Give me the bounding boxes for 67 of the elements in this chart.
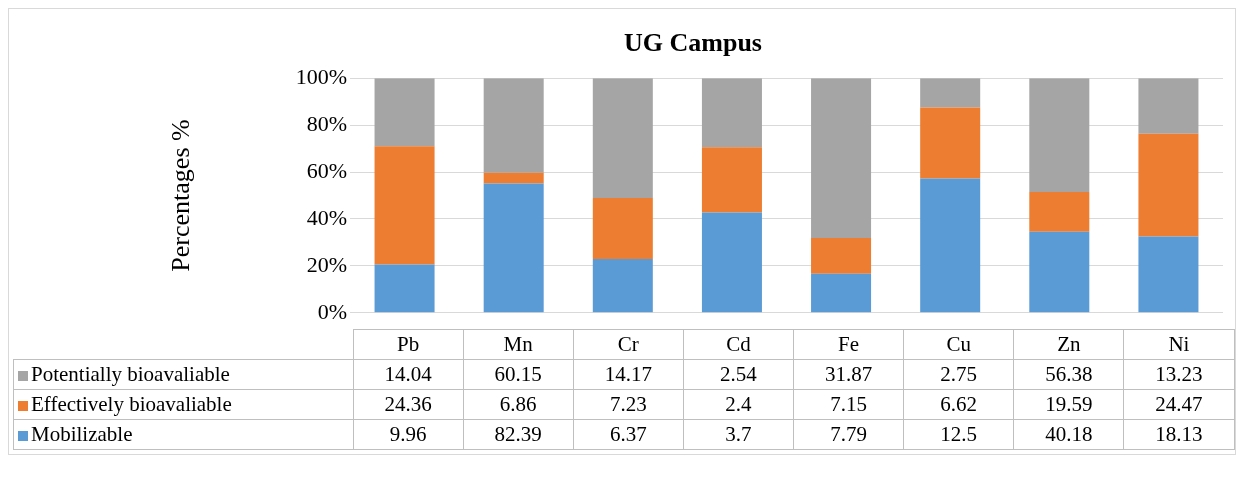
text: 2.54: [683, 359, 794, 390]
x-tick-label: Mn: [463, 329, 574, 360]
text: 3.7: [683, 419, 794, 450]
bar: [1029, 191, 1090, 232]
text: 18.13: [1123, 419, 1234, 450]
bar: [483, 183, 544, 313]
text: 24.36: [353, 389, 464, 420]
bar: [811, 78, 872, 238]
x-tick-label: Zn: [1013, 329, 1124, 360]
text: 56.38: [1013, 359, 1124, 390]
x-tick-label: Cr: [573, 329, 684, 360]
bar: [1029, 231, 1090, 313]
x-tick-label: Pb: [353, 329, 464, 360]
bar: [1138, 78, 1199, 134]
bar: [701, 78, 762, 148]
text: 2.75: [903, 359, 1014, 390]
y-tick-label: 60%: [306, 157, 347, 183]
bar: [483, 172, 544, 184]
text: 2.4: [683, 389, 794, 420]
text: 12.5: [903, 419, 1014, 450]
text: 6.62: [903, 389, 1014, 420]
bar: [483, 78, 544, 173]
text: 13.23: [1123, 359, 1234, 390]
bar: [374, 146, 435, 265]
x-tick-label: Ni: [1123, 329, 1234, 360]
bar: [374, 78, 435, 147]
x-tick-label: Cd: [683, 329, 794, 360]
text: 14.04: [353, 359, 464, 390]
bar: [592, 198, 653, 260]
y-tick-label: 40%: [306, 204, 347, 230]
bar: [374, 264, 435, 313]
text: 19.59: [1013, 389, 1124, 420]
x-tick-label: Cu: [903, 329, 1014, 360]
bar: [1138, 236, 1199, 313]
y-tick-label: 20%: [306, 251, 347, 277]
bar: [701, 212, 762, 313]
legend-label: Mobilizable: [31, 422, 133, 446]
bar: [920, 107, 981, 179]
chart-title: UG Campus: [624, 28, 762, 58]
legend-label: Effectively bioavaliable: [31, 392, 232, 416]
bar: [592, 259, 653, 313]
text: 9.96: [353, 419, 464, 450]
bar: [592, 78, 653, 199]
text: 6.86: [463, 389, 574, 420]
y-axis-title: Percentages %: [166, 119, 196, 272]
bar: [1138, 133, 1199, 237]
legend-label: Potentially bioavaliable: [31, 362, 230, 386]
y-tick-label: 80%: [306, 110, 347, 136]
text: 7.23: [573, 389, 684, 420]
text: 60.15: [463, 359, 574, 390]
y-tick-label: 0%: [317, 298, 347, 324]
bar: [920, 178, 981, 313]
text: 82.39: [463, 419, 574, 450]
y-tick-label: 100%: [295, 63, 347, 89]
text: 14.17: [573, 359, 684, 390]
text: 24.47: [1123, 389, 1234, 420]
bar: [701, 147, 762, 213]
bar: [920, 78, 981, 108]
bar: [811, 273, 872, 313]
text: 40.18: [1013, 419, 1124, 450]
bar: [1029, 78, 1090, 192]
text: 31.87: [793, 359, 904, 390]
bar: [811, 237, 872, 274]
x-tick-label: Fe: [793, 329, 904, 360]
text: 7.15: [793, 389, 904, 420]
text: 6.37: [573, 419, 684, 450]
text: 7.79: [793, 419, 904, 450]
